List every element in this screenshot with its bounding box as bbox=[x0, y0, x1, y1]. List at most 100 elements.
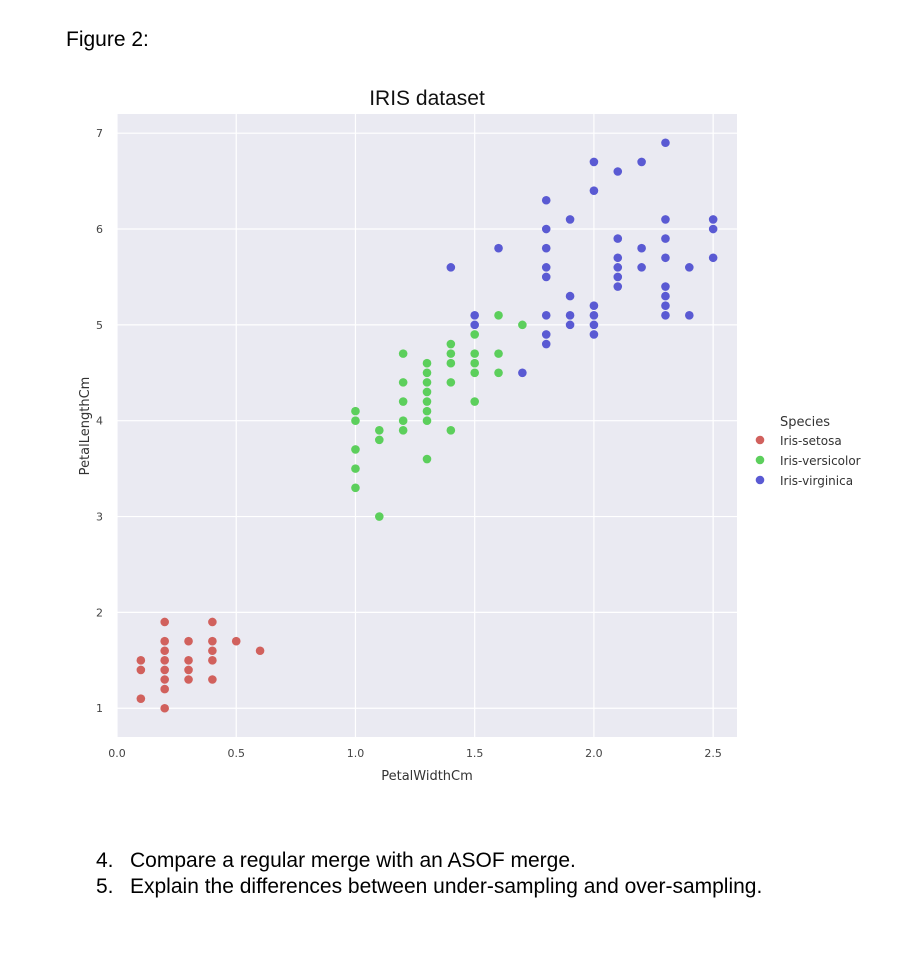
question-text: Compare a regular merge with an ASOF mer… bbox=[130, 849, 576, 872]
iris-versicolor-point bbox=[470, 358, 479, 368]
iris-versicolor-point bbox=[422, 368, 432, 378]
x-axis-label: PetalWidthCm bbox=[381, 769, 473, 784]
iris-versicolor-point bbox=[470, 330, 479, 339]
x-tick-label: 2.0 bbox=[585, 747, 603, 760]
iris-virginica-point bbox=[708, 215, 718, 224]
data-points bbox=[136, 138, 718, 713]
iris-virginica-point bbox=[637, 157, 646, 167]
question-item: 4. Compare a regular merge with an ASOF m… bbox=[96, 848, 762, 874]
x-tick-label: 1.0 bbox=[347, 747, 365, 760]
iris-virginica-point bbox=[565, 215, 575, 224]
iris-versicolor-point bbox=[351, 464, 360, 473]
iris-setosa-point bbox=[208, 617, 217, 627]
iris-versicolor-point bbox=[470, 397, 479, 406]
iris-setosa-point bbox=[160, 703, 169, 713]
iris-versicolor-point bbox=[398, 397, 408, 406]
iris-versicolor-point bbox=[375, 435, 384, 445]
iris-virginica-point bbox=[518, 368, 527, 378]
iris-versicolor-point bbox=[398, 349, 408, 358]
iris-setosa-point bbox=[136, 656, 146, 665]
iris-virginica-point bbox=[661, 301, 670, 310]
legend-title: Species bbox=[780, 415, 830, 430]
iris-setosa-point bbox=[136, 665, 146, 675]
y-tick-label: 6 bbox=[96, 223, 103, 236]
iris-versicolor-point bbox=[422, 406, 432, 416]
x-tick-label: 2.5 bbox=[704, 747, 722, 760]
iris-setosa-point bbox=[160, 665, 169, 675]
x-tick-label: 0.5 bbox=[227, 747, 245, 760]
x-tick-label: 1.5 bbox=[466, 747, 484, 760]
iris-virginica-point bbox=[613, 234, 623, 243]
questions-list: 4. Compare a regular merge with an ASOF m… bbox=[96, 848, 762, 900]
iris-versicolor-point bbox=[422, 416, 432, 426]
iris-versicolor-point bbox=[398, 378, 408, 387]
iris-setosa-point bbox=[208, 646, 217, 656]
iris-versicolor-point bbox=[494, 368, 503, 378]
iris-virginica-point bbox=[446, 263, 456, 272]
iris-virginica-point bbox=[565, 310, 575, 320]
iris-virginica-point bbox=[661, 310, 670, 320]
iris-versicolor-point bbox=[351, 445, 360, 454]
iris-setosa-point bbox=[136, 694, 146, 703]
iris-virginica-point bbox=[589, 320, 599, 330]
iris-virginica-point bbox=[613, 167, 623, 176]
x-tick-labels: 0.0 0.5 1.0 1.5 2.0 2.5 bbox=[108, 747, 722, 760]
iris-virginica-point bbox=[541, 272, 551, 282]
grid-lines bbox=[116, 114, 737, 737]
y-tick-labels: 1 2 3 4 5 6 7 bbox=[96, 127, 103, 715]
legend-marker-iris-setosa bbox=[755, 435, 765, 445]
iris-setosa-point bbox=[208, 675, 217, 684]
y-tick-label: 1 bbox=[96, 702, 103, 715]
iris-virginica-point bbox=[589, 157, 599, 167]
iris-versicolor-point bbox=[470, 349, 479, 358]
iris-versicolor-point bbox=[422, 454, 432, 464]
iris-virginica-point bbox=[541, 195, 551, 205]
iris-setosa-point bbox=[160, 675, 169, 684]
iris-virginica-point bbox=[613, 282, 623, 291]
iris-virginica-point bbox=[708, 224, 718, 234]
iris-setosa-point bbox=[231, 636, 241, 646]
iris-setosa-point bbox=[160, 656, 169, 665]
iris-virginica-point bbox=[661, 234, 670, 243]
iris-versicolor-point bbox=[398, 425, 408, 435]
iris-virginica-point bbox=[470, 310, 479, 320]
y-tick-label: 2 bbox=[96, 606, 103, 619]
iris-virginica-point bbox=[661, 282, 670, 291]
iris-setosa-point bbox=[160, 684, 169, 694]
iris-versicolor-point bbox=[375, 512, 384, 521]
iris-versicolor-point bbox=[446, 358, 456, 368]
iris-virginica-point bbox=[541, 224, 551, 234]
iris-virginica-point bbox=[637, 243, 646, 253]
iris-virginica-point bbox=[637, 263, 646, 272]
iris-virginica-point bbox=[589, 330, 599, 339]
iris-versicolor-point bbox=[398, 416, 408, 426]
iris-virginica-point bbox=[470, 320, 479, 330]
iris-setosa-point bbox=[184, 656, 193, 665]
iris-virginica-point bbox=[613, 263, 623, 272]
plot-background bbox=[117, 114, 737, 737]
legend-marker-iris-versicolor bbox=[755, 455, 765, 465]
iris-virginica-point bbox=[685, 310, 694, 320]
iris-versicolor-point bbox=[518, 320, 527, 330]
iris-versicolor-point bbox=[446, 339, 456, 349]
y-tick-label: 5 bbox=[96, 319, 103, 332]
iris-virginica-point bbox=[661, 291, 670, 301]
legend-label-iris-setosa: Iris-setosa bbox=[780, 434, 842, 448]
iris-virginica-point bbox=[565, 320, 575, 330]
iris-virginica-point bbox=[541, 330, 551, 339]
iris-versicolor-point bbox=[422, 378, 432, 387]
iris-versicolor-point bbox=[351, 416, 360, 426]
iris-setosa-point bbox=[160, 646, 169, 656]
iris-versicolor-point bbox=[470, 368, 479, 378]
iris-versicolor-point bbox=[375, 425, 384, 435]
legend: Species Iris-setosa Iris-versicolor Iris-v… bbox=[755, 415, 861, 488]
iris-versicolor-point bbox=[446, 425, 456, 435]
y-tick-label: 3 bbox=[96, 511, 103, 524]
question-number: 5. bbox=[96, 875, 114, 898]
iris-setosa-point bbox=[184, 675, 193, 684]
legend-label-iris-versicolor: Iris-versicolor bbox=[780, 454, 861, 468]
iris-virginica-point bbox=[661, 215, 670, 224]
iris-versicolor-point bbox=[422, 387, 432, 397]
chart-title: IRIS dataset bbox=[369, 87, 485, 110]
legend-marker-iris-virginica bbox=[755, 475, 765, 485]
